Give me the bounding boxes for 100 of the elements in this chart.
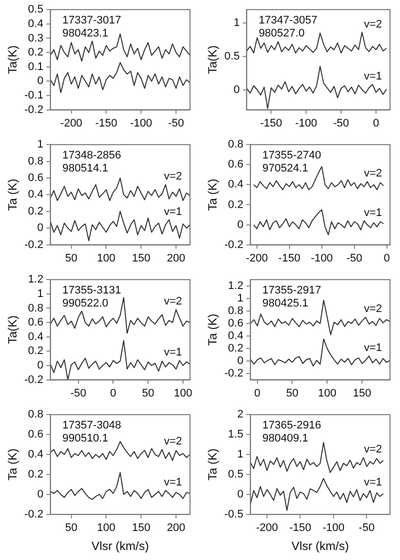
y-tick-label: 0 — [37, 75, 44, 88]
y-tick-label: 0.4 — [28, 330, 44, 343]
x-tick-label: 150 — [132, 252, 150, 264]
y-tick-label: 0.6 — [228, 158, 244, 171]
y-tick-label: 0.4 — [228, 330, 244, 342]
y-tick-label: 1 — [237, 292, 244, 304]
y-tick-label: -0.2 — [24, 238, 44, 251]
x-tick-label: -50 — [168, 117, 184, 130]
x-axis-title: Vlsr (km/s) — [92, 539, 149, 554]
series-label: v=1 — [364, 342, 382, 354]
annotation: 980527.0 — [258, 28, 305, 40]
x-tick-label: -150 — [260, 117, 282, 130]
y-axis-title: Ta(K) — [206, 45, 220, 74]
y-tick-label: -0.2 — [24, 374, 44, 386]
y-tick-label: 0 — [237, 355, 244, 368]
x-tick-label: 50 — [65, 252, 78, 264]
y-tick-label: 0.6 — [228, 317, 244, 330]
x-tick-label: -50 — [70, 387, 86, 400]
y-tick-label: 1 — [237, 448, 244, 461]
y-tick-label: 0.1 — [28, 60, 44, 73]
x-tick-label: 200 — [166, 522, 186, 534]
y-tick-label: -0.2 — [24, 508, 44, 520]
y-tick-label: 0 — [37, 360, 44, 372]
y-tick-label: -0.2 — [224, 368, 244, 380]
x-tick-label: 50 — [142, 387, 154, 400]
annotation: 17347-3057 — [258, 14, 318, 27]
y-axis-title: Ta (K) — [206, 314, 220, 346]
x-tick-label: 0 — [384, 252, 390, 264]
x-tick-label: 200 — [166, 252, 186, 264]
x-tick-label: 0 — [110, 387, 116, 400]
y-tick-label: 2 — [237, 408, 244, 421]
annotation: 970524.1 — [262, 162, 308, 175]
y-tick-label: 0.5 — [28, 4, 44, 16]
x-tick-label: 150 — [132, 522, 150, 534]
series-label: v=2 — [364, 18, 382, 30]
x-tick-label: -200 — [246, 252, 268, 264]
x-axis-title: Vlsr (km/s) — [292, 539, 349, 554]
x-tick-label: -200 — [256, 522, 278, 534]
x-tick-label: 100 — [97, 522, 116, 534]
y-tick-label: 0.8 — [228, 138, 244, 151]
annotation: 980425.1 — [262, 298, 308, 310]
y-tick-label: 1 — [37, 138, 44, 151]
y-tick-label: 0.2 — [28, 46, 44, 59]
series-label: v=1 — [364, 206, 382, 219]
y-tick-label: 0 — [237, 218, 244, 231]
annotation: 17337-3017 — [62, 14, 122, 27]
x-tick-label: -150 — [289, 522, 312, 534]
y-tick-label: -0.2 — [224, 238, 244, 251]
series-label: v=2 — [364, 444, 382, 456]
y-tick-label: 0.2 — [28, 205, 44, 218]
annotation: 980514.1 — [62, 162, 108, 175]
y-tick-label: 1.5 — [228, 428, 244, 441]
y-tick-label: -0.1 — [24, 90, 44, 102]
series-label: v=1 — [364, 70, 382, 82]
series-label: v=1 — [164, 476, 182, 488]
y-tick-label: 0.8 — [28, 302, 44, 314]
x-tick-label: 50 — [65, 522, 78, 534]
annotation: 17355-2740 — [262, 150, 322, 162]
x-tick-label: -100 — [322, 522, 344, 534]
x-tick-label: 150 — [352, 387, 372, 400]
y-tick-label: 0.6 — [28, 428, 44, 441]
y-tick-label: 1 — [234, 16, 240, 29]
y-axis-title: Ta(K) — [6, 45, 20, 74]
annotation: 990522.0 — [62, 298, 108, 310]
y-tick-label: 0 — [37, 488, 44, 500]
y-axis-title: Ta (K) — [206, 178, 220, 211]
series-label: v=2 — [364, 168, 382, 180]
series-label: v=1 — [164, 346, 182, 358]
y-axis-title: Ta (K) — [6, 178, 20, 211]
annotation: 990510.1 — [62, 432, 108, 445]
x-tick-label: -100 — [310, 252, 333, 264]
x-tick-label: -100 — [295, 117, 318, 130]
y-tick-label: 0 — [37, 222, 44, 234]
y-tick-label: 0.6 — [28, 172, 44, 184]
x-tick-label: -200 — [60, 117, 82, 130]
y-tick-label: 0 — [234, 84, 240, 96]
y-tick-label: 0.8 — [28, 155, 44, 168]
y-tick-label: 0.2 — [228, 342, 244, 355]
y-tick-label: 0.4 — [28, 188, 44, 201]
y-tick-label: 0.2 — [28, 345, 44, 358]
y-axis-title: Ta (K) — [206, 448, 220, 481]
y-tick-label: 0.4 — [28, 18, 44, 30]
y-tick-label: 0.5 — [228, 468, 244, 481]
x-tick-label: 0 — [254, 387, 260, 400]
y-tick-label: 0.2 — [228, 198, 244, 211]
x-tick-label: 100 — [97, 252, 116, 264]
annotation: 980423.1 — [62, 28, 108, 40]
y-tick-label: 0.2 — [28, 468, 44, 481]
annotation: 980409.1 — [262, 432, 308, 445]
y-tick-label: 0.4 — [28, 448, 44, 461]
y-tick-label: 0.6 — [28, 316, 44, 329]
annotation: 17355-3131 — [62, 284, 122, 297]
series-label: v=2 — [164, 296, 182, 308]
y-tick-label: 1.2 — [228, 280, 244, 292]
y-tick-label: 0.8 — [228, 304, 244, 317]
series-label: v=1 — [364, 476, 382, 488]
x-tick-label: 50 — [286, 387, 298, 400]
x-tick-label: 100 — [174, 387, 192, 400]
x-tick-label: 100 — [318, 387, 336, 400]
y-tick-label: -0.2 — [24, 104, 44, 116]
